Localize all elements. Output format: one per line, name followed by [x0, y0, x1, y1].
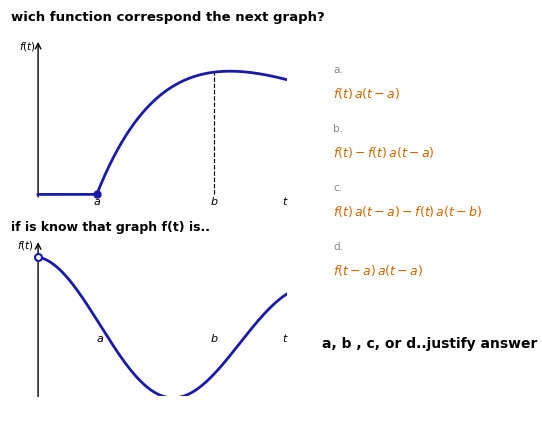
Text: $f(t)-f(t)\,\mathit{a}(t-a)$: $f(t)-f(t)\,\mathit{a}(t-a)$: [333, 145, 435, 160]
Text: $t$: $t$: [282, 195, 289, 207]
Text: if is know that graph f(t) is..: if is know that graph f(t) is..: [11, 221, 210, 234]
Text: b.: b.: [333, 124, 343, 134]
Text: $b$: $b$: [210, 333, 218, 344]
Text: $f(t-a)\,\mathit{a}(t-a)$: $f(t-a)\,\mathit{a}(t-a)$: [333, 263, 424, 278]
Text: a, b , c, or d..justify answer: a, b , c, or d..justify answer: [322, 337, 538, 351]
Text: a.: a.: [333, 65, 343, 75]
Text: $b$: $b$: [210, 195, 218, 207]
Text: wich function correspond the next graph?: wich function correspond the next graph?: [11, 11, 325, 24]
Text: c.: c.: [333, 183, 343, 193]
Text: $f(t)\,\mathit{a}(t-a)-f(t)\,\mathit{a}(t-b)$: $f(t)\,\mathit{a}(t-a)-f(t)\,\mathit{a}(…: [333, 204, 483, 219]
Text: $f(t)$: $f(t)$: [20, 40, 36, 53]
Text: $t$: $t$: [282, 333, 289, 344]
Text: d.: d.: [333, 242, 343, 252]
Text: $f(t)\,\mathit{a}(t-a)$: $f(t)\,\mathit{a}(t-a)$: [333, 86, 401, 101]
Text: $a$: $a$: [96, 334, 105, 344]
Text: $f(t)$: $f(t)$: [17, 239, 34, 252]
Text: $a$: $a$: [93, 197, 101, 207]
